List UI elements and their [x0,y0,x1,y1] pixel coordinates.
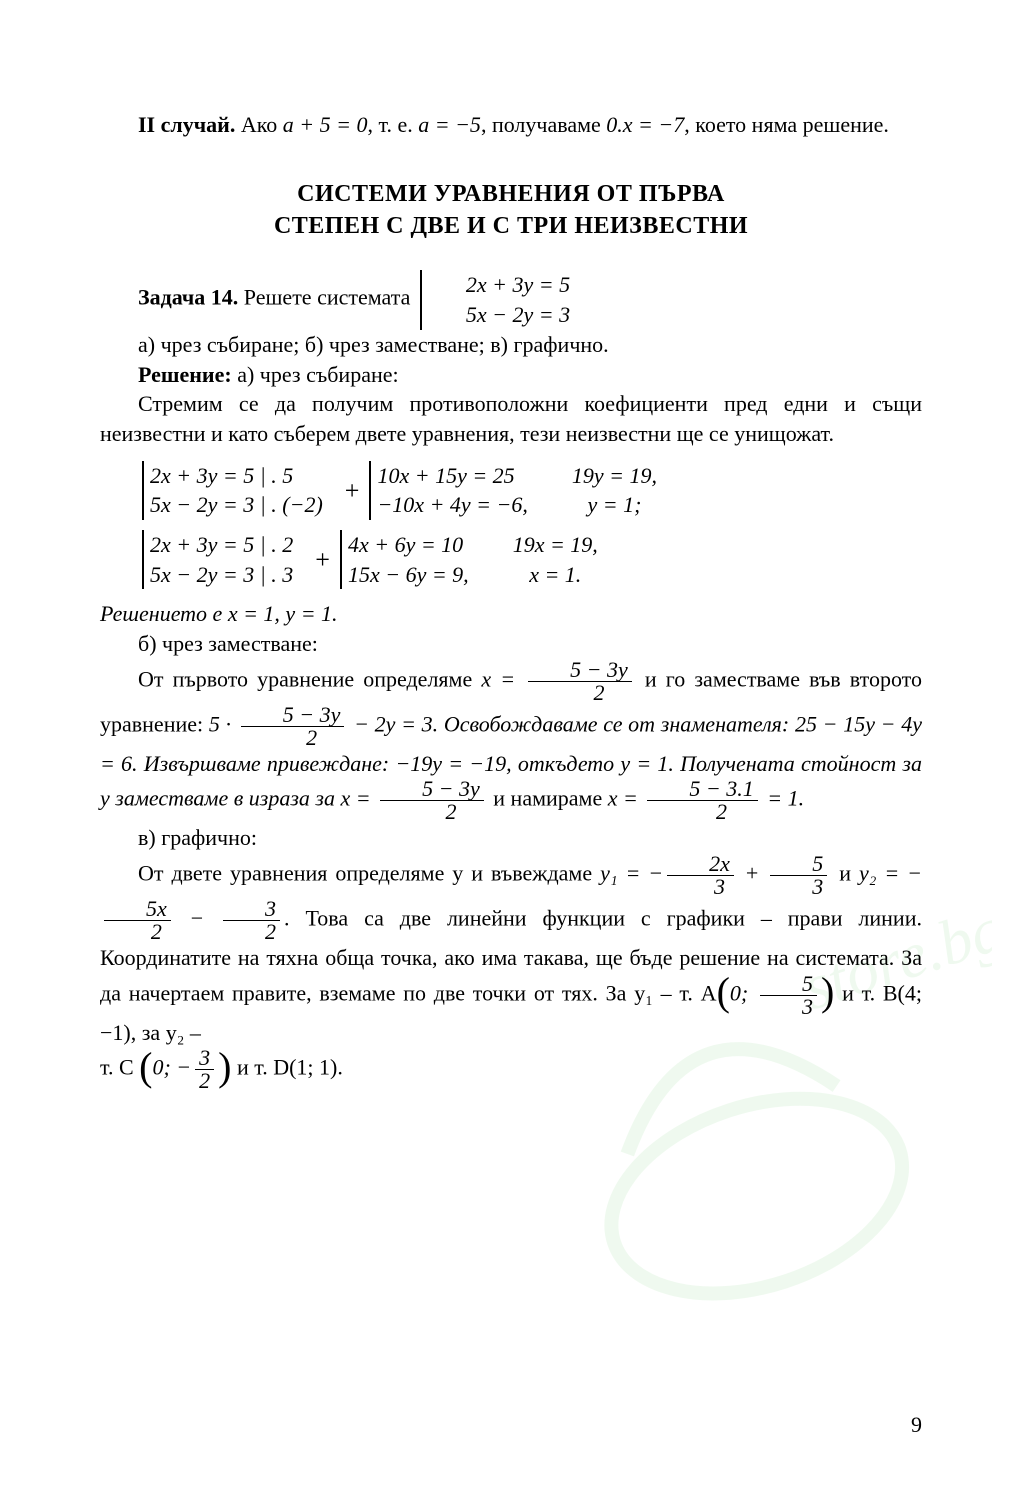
pc-plus: + [738,861,766,886]
g2-left-r1: 2x + 3y = 5 | . 2 [150,530,293,560]
pc-fDd: 2 [223,921,280,943]
sys-r1: 2x + 3y = 5 [428,270,570,300]
section-heading: СИСТЕМИ УРАВНЕНИЯ ОТ ПЪРВА СТЕПЕН С ДВЕ … [100,178,922,243]
pb-f1n: 5 − 3y [528,659,632,682]
pb-f4n: 5 − 3.1 [647,778,757,801]
pc-ptC1: 0; − [152,1055,191,1080]
pc-fAd: 3 [672,876,729,898]
page-number: 9 [911,1410,922,1440]
pb-f2n: 5 − 3y [241,704,345,727]
pc-fDn: 3 [223,898,280,921]
pc-t5: т. C [100,1055,134,1080]
g2-right-r2: 15x − 6y = 9, [348,560,469,590]
pb-f3n: 5 − 3y [380,778,484,801]
pc-t2: и [831,861,859,886]
pc-fEn: 5 [760,973,817,996]
pb-eq5: 5 · [209,711,237,736]
pb-eqx3: x = [608,786,644,811]
work-group-1: 2x + 3y = 5 | . 5 5x − 2y = 3 | . (−2) +… [138,461,922,520]
sys-r2: 5x − 2y = 3 [428,300,570,330]
pb-f4d: 2 [674,801,731,823]
part-c-body: От двете уравнения определяме y и въвежд… [100,853,922,1047]
pc-fCn: 5x [104,898,171,921]
pc-fBn: 5 [770,853,827,876]
part-b-body: От първото уравнение определяме x = 5 − … [100,659,922,824]
case2-paragraph: II случай. Ако a + 5 = 0, т. е. a = −5, … [100,110,922,140]
g1-left-r1: 2x + 3y = 5 | . 5 [150,461,323,491]
g1-right-r2: −10x + 4y = −6, [377,490,527,520]
case2-text-b: , т. е. [368,112,419,137]
pc-fFd: 2 [195,1070,214,1092]
solution-a: а) чрез събиране: [232,362,399,387]
pc-y2: y₂ = − [859,861,922,886]
task14-label: Задача 14. [138,285,238,310]
g2-res-r1: 19x = 19, [513,530,598,560]
solution-line: Решение: а) чрез събиране: [100,360,922,390]
task14-system: 2x + 3y = 5 5x − 2y = 3 [420,270,570,329]
pc-t6: и т. D(1; 1). [231,1055,342,1080]
pb-eqx2: x = [341,786,377,811]
pb-f1d: 2 [551,682,608,704]
case2-eq2: a = −5 [418,112,481,137]
pc-fEd: 3 [760,996,817,1018]
task14-prompt: Решете системата [238,285,416,310]
pc-fBd: 3 [770,876,827,898]
pc-fFn: 3 [195,1047,214,1070]
pb-f2d: 2 [264,727,321,749]
pc-t1: От двете уравнения определяме y и въвежд… [138,861,600,886]
task14-subs: а) чрез събиране; б) чрез заместване; в)… [100,330,922,360]
g1-res-r1: 19y = 19, [572,461,657,491]
g1-left-r2: 5x − 2y = 3 | . (−2) [150,490,323,520]
pc-ptA1: 0; [730,980,756,1005]
pb-t4: и намираме [488,786,608,811]
part-c-body-2: т. C (0; −32) и т. D(1; 1). [100,1047,922,1092]
para-a: Стремим се да получим противоположни кое… [100,389,922,448]
plus-sign-1: + [345,473,360,508]
case2-eq3: 0.x = −7 [606,112,684,137]
pc-fAn: 2x [667,853,734,876]
solution-label: Решение: [138,362,232,387]
case2-label: II случай. [138,112,235,137]
g2-res-r2: x = 1. [513,560,598,590]
pb-f3d: 2 [403,801,460,823]
pb-t5: = 1. [762,786,804,811]
pb-t1: От първото уравнение определяме [138,666,481,691]
pb-eqx: x = [481,666,524,691]
heading-line1: СИСТЕМИ УРАВНЕНИЯ ОТ ПЪРВА [100,178,922,210]
plus-sign-2: + [315,542,330,577]
heading-line2: СТЕПЕН С ДВЕ И С ТРИ НЕИЗВЕСТНИ [100,210,922,242]
pc-fCd: 2 [109,921,166,943]
case2-text-a: Ако [235,112,282,137]
answer-line: Решението е x = 1, y = 1. [100,599,922,629]
pc-y1: y₁ = − [600,861,663,886]
work-group-2: 2x + 3y = 5 | . 2 5x − 2y = 3 | . 3 + 4x… [138,530,922,589]
case2-text-c: , получаваме [481,112,606,137]
pc-minus: − [175,906,219,931]
task14-line: Задача 14. Решете системата 2x + 3y = 5 … [100,270,922,329]
case2-text-d: , което няма решение. [684,112,889,137]
g2-left-r2: 5x − 2y = 3 | . 3 [150,560,293,590]
g1-right-r1: 10x + 15y = 25 [377,461,527,491]
part-b-label: б) чрез заместване: [100,629,922,659]
g1-res-r2: y = 1; [572,490,657,520]
case2-eq1: a + 5 = 0 [283,112,368,137]
part-c-label: в) графично: [100,823,922,853]
g2-right-r1: 4x + 6y = 10 [348,530,469,560]
